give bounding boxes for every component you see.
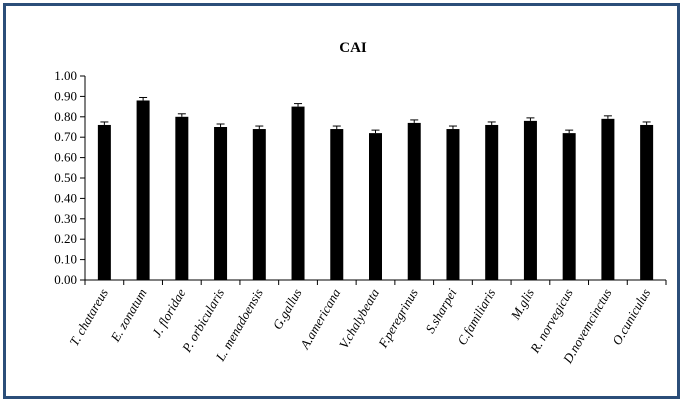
x-tick-label: M.glis (507, 286, 537, 323)
bar (369, 133, 382, 280)
x-tick-label: C.familiaris (454, 286, 498, 348)
bars (97, 96, 654, 281)
y-tick-label: 0.10 (54, 252, 77, 267)
y-tick-label: 0.30 (54, 211, 77, 226)
x-axis (84, 279, 667, 285)
y-tick-label: 0.90 (54, 88, 77, 103)
bar (97, 124, 111, 281)
bar (175, 116, 189, 280)
x-tick-label: S.sharpei (422, 286, 460, 336)
bar (330, 129, 344, 280)
x-tick-label: J. floridae (149, 286, 189, 340)
x-tick-label: O.cuniculus (609, 286, 653, 348)
bar (214, 127, 228, 280)
y-tick-label: 0.20 (54, 231, 77, 246)
y-tick-label: 0.80 (54, 109, 77, 124)
x-tick-label: G.gallus (269, 286, 304, 332)
y-tick-label: 0.50 (54, 170, 77, 185)
bar (640, 124, 654, 281)
bar (136, 100, 150, 280)
x-tick-label: E. zonatum (107, 286, 150, 345)
y-tick-label: 0.70 (54, 129, 77, 144)
bar (291, 106, 305, 280)
x-tick-label: F.peregrinus (375, 286, 421, 351)
bar (601, 118, 615, 280)
bar (485, 124, 499, 281)
y-tick-label: 0.40 (54, 190, 77, 205)
y-tick-label: 0.00 (54, 272, 77, 287)
bar (523, 120, 537, 280)
bar (562, 133, 576, 280)
bar-chart: CAI 0.00 0.10 0.20 0.30 0.40 0.50 0.60 0.70 0.80… (54, 40, 667, 367)
chart-frame: CAI 0.00 0.10 0.20 0.30 0.40 0.50 0.60 0.70 0.80… (3, 3, 680, 399)
bar (252, 129, 266, 280)
y-tick-label: 0.60 (54, 150, 77, 165)
bar (407, 122, 421, 280)
chart-title: CAI (339, 40, 367, 56)
x-tick-label: T. chatareus (66, 286, 111, 349)
y-axis: 0.00 0.10 0.20 0.30 0.40 0.50 0.60 0.70 0.80 0.90… (54, 68, 86, 287)
bar (446, 129, 460, 280)
y-tick-label: 1.00 (54, 68, 77, 83)
